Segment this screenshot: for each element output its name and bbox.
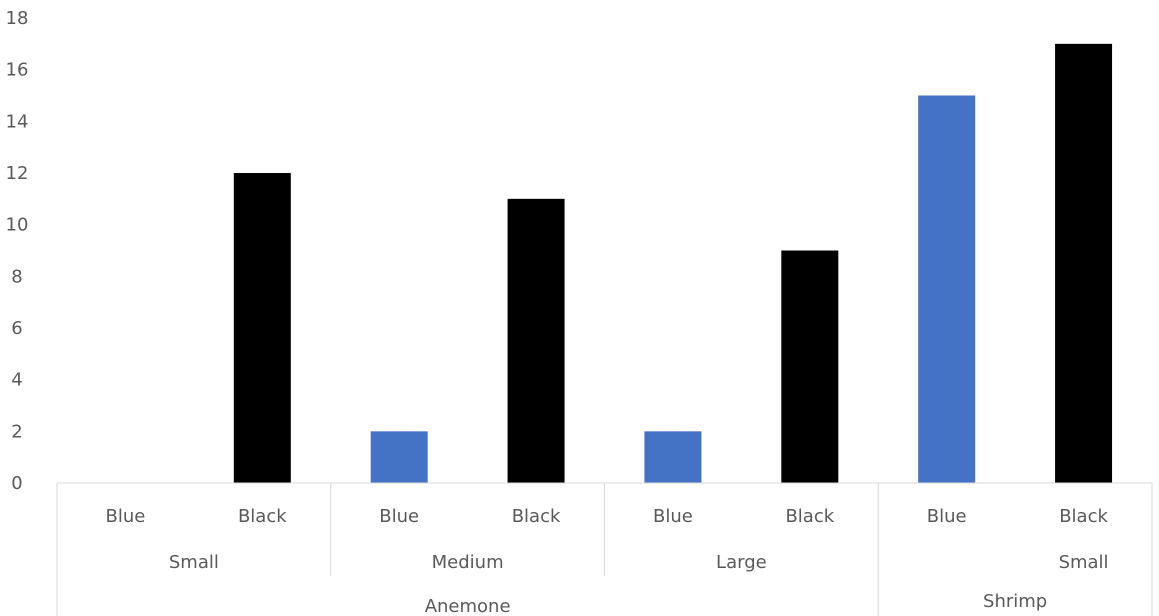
- y-tick-label: 0: [11, 473, 22, 494]
- y-tick-label: 10: [6, 215, 29, 236]
- x-size-label: Small: [169, 552, 219, 573]
- y-tick-label: 8: [11, 266, 22, 287]
- y-tick-label: 12: [6, 163, 29, 184]
- x-category-label: Black: [512, 506, 561, 527]
- bar-black: [233, 173, 291, 483]
- y-tick-label: 2: [11, 421, 22, 442]
- y-tick-label: 16: [6, 60, 29, 81]
- x-category-label: Black: [1059, 506, 1108, 527]
- y-tick-label: 6: [11, 318, 22, 339]
- y-tick-label: 18: [6, 8, 29, 29]
- x-category-label: Blue: [927, 506, 967, 527]
- y-tick-label: 14: [6, 111, 29, 132]
- x-category-label: Black: [785, 506, 834, 527]
- x-size-label: Small: [1059, 552, 1109, 573]
- x-category-label: Blue: [653, 506, 693, 527]
- bar-black: [507, 198, 565, 484]
- y-tick-label: 4: [11, 370, 22, 391]
- bar-blue: [918, 95, 976, 483]
- bar-black: [1055, 43, 1113, 483]
- x-category-label: Blue: [379, 506, 419, 527]
- x-group-label: Shrimp: [983, 591, 1047, 612]
- bar-blue: [644, 431, 702, 483]
- x-category-label: Blue: [106, 506, 146, 527]
- x-category-label: Black: [238, 506, 287, 527]
- bar-blue: [370, 431, 428, 483]
- x-size-label: Medium: [432, 552, 504, 573]
- x-size-label: Large: [716, 552, 767, 573]
- bar-black: [781, 250, 839, 483]
- x-group-label: Anemone: [425, 596, 511, 616]
